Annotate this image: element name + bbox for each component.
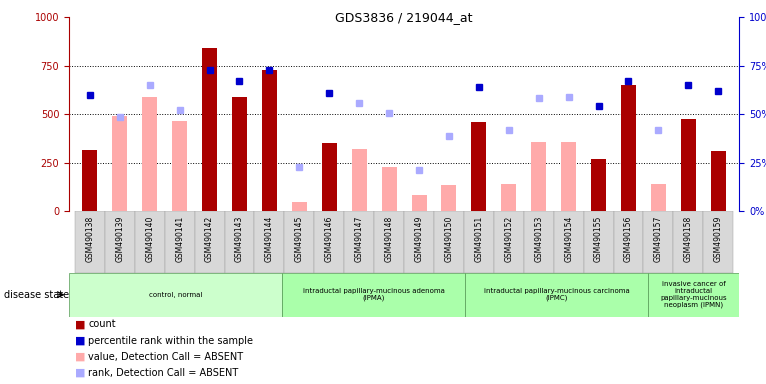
Text: GSM490153: GSM490153 [534,216,543,263]
Bar [643,211,673,273]
Bar [195,211,224,273]
Text: GSM490139: GSM490139 [116,216,124,263]
Bar [411,195,427,211]
Text: rank, Detection Call = ABSENT: rank, Detection Call = ABSENT [88,368,238,378]
Bar [591,159,606,211]
Bar [224,211,254,273]
Bar [465,273,648,317]
Bar [322,143,337,211]
Bar [254,211,284,273]
Text: GSM490156: GSM490156 [624,216,633,263]
Bar [561,142,576,211]
Text: GSM490158: GSM490158 [684,216,692,262]
Text: GSM490152: GSM490152 [504,216,513,262]
Bar [292,202,307,211]
Bar [314,211,344,273]
Bar [284,211,314,273]
Bar [113,116,127,211]
Bar [232,97,247,211]
Text: GSM490154: GSM490154 [564,216,573,263]
Bar [648,273,739,317]
Bar [172,121,187,211]
Text: ■: ■ [75,319,86,329]
Text: GSM490149: GSM490149 [414,216,424,263]
Bar [471,122,486,211]
Text: ■: ■ [75,368,86,378]
Bar [165,211,195,273]
Text: ■: ■ [75,336,86,346]
Text: GSM490150: GSM490150 [444,216,453,263]
Text: GSM490159: GSM490159 [714,216,723,263]
Text: GDS3836 / 219044_at: GDS3836 / 219044_at [336,12,473,25]
Bar [142,97,157,211]
Text: count: count [88,319,116,329]
Text: GSM490148: GSM490148 [385,216,394,262]
Text: GSM490157: GSM490157 [654,216,663,263]
Bar [494,211,524,273]
Bar [352,149,367,211]
Text: GSM490143: GSM490143 [235,216,244,263]
Bar [524,211,554,273]
Text: value, Detection Call = ABSENT: value, Detection Call = ABSENT [88,352,244,362]
Bar [344,211,374,273]
Text: GSM490141: GSM490141 [175,216,184,262]
Bar [135,211,165,273]
Bar [374,211,404,273]
Bar [554,211,584,273]
Bar [69,273,282,317]
Bar [464,211,494,273]
Bar [614,211,643,273]
Bar [282,273,465,317]
Text: intraductal papillary-mucinous carcinoma
(IPMC): intraductal papillary-mucinous carcinoma… [483,288,630,301]
Bar [434,211,464,273]
Text: GSM490145: GSM490145 [295,216,304,263]
Bar [673,211,703,273]
Text: GSM490146: GSM490146 [325,216,334,263]
Text: invasive cancer of
intraductal
papillary-mucinous
neoplasm (IPMN): invasive cancer of intraductal papillary… [660,281,727,308]
Text: GSM490151: GSM490151 [474,216,483,262]
Text: GSM490142: GSM490142 [205,216,214,262]
Bar [262,70,277,211]
Text: GSM490140: GSM490140 [146,216,154,263]
Text: control, normal: control, normal [149,292,202,298]
Bar [83,150,97,211]
Text: GSM490138: GSM490138 [85,216,94,262]
Bar [381,167,397,211]
Text: disease state: disease state [4,290,69,300]
Text: ■: ■ [75,352,86,362]
Bar [105,211,135,273]
Bar [532,142,546,211]
Text: intraductal papillary-mucinous adenoma
(IPMA): intraductal papillary-mucinous adenoma (… [303,288,444,301]
Bar [681,119,696,211]
Text: GSM490147: GSM490147 [355,216,364,263]
Bar [501,184,516,211]
Text: GSM490155: GSM490155 [594,216,603,263]
Bar [404,211,434,273]
Text: percentile rank within the sample: percentile rank within the sample [88,336,253,346]
Bar [651,184,666,211]
Bar [584,211,614,273]
Bar [441,185,457,211]
Bar [202,48,217,211]
Bar [711,151,725,211]
Text: GSM490144: GSM490144 [265,216,274,263]
Bar [621,85,636,211]
Bar [75,211,105,273]
Bar [703,211,733,273]
